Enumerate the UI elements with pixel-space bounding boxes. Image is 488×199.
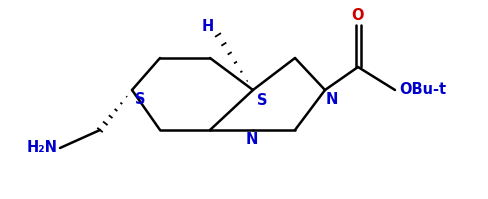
Text: O: O	[351, 8, 364, 23]
Text: N: N	[325, 92, 338, 107]
Text: H₂N: H₂N	[27, 139, 58, 154]
Text: H: H	[202, 19, 214, 34]
Text: S: S	[257, 93, 267, 108]
Text: N: N	[245, 132, 258, 147]
Text: S: S	[135, 92, 145, 107]
Text: OBu-t: OBu-t	[398, 83, 445, 98]
